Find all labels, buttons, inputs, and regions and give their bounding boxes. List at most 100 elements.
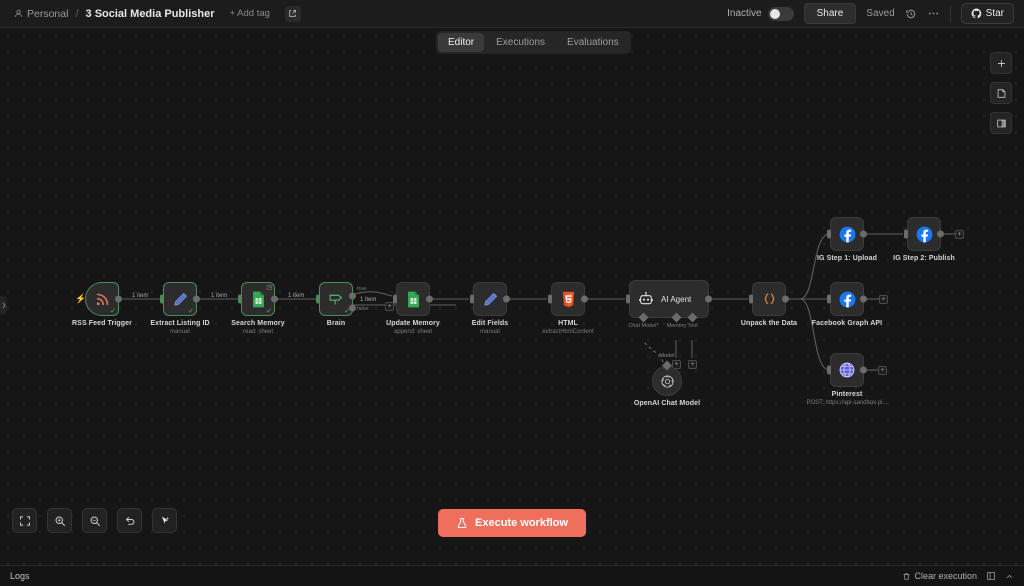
workspace-label: Personal bbox=[27, 7, 69, 20]
workflow-active-toggle[interactable] bbox=[767, 6, 794, 21]
more-options-button[interactable] bbox=[927, 7, 940, 20]
input-port[interactable] bbox=[827, 229, 831, 239]
node-ai-agent[interactable]: AI Agent Chat Model* Memory Tool bbox=[626, 280, 712, 329]
add-sticky-note-button[interactable] bbox=[990, 82, 1012, 104]
agent-endpoint-chat-model[interactable]: Chat Model* bbox=[628, 312, 659, 329]
output-port[interactable] bbox=[271, 295, 278, 303]
agent-endpoint-memory[interactable]: Memory bbox=[667, 312, 686, 329]
node-rss-feed-trigger[interactable]: ⚡ ✓ RSS Feed Trigger bbox=[72, 282, 132, 327]
node-html[interactable]: HTML extractHtmlContent bbox=[542, 282, 594, 335]
node-subtitle: manual bbox=[170, 329, 190, 335]
node-body[interactable]: ✓ bbox=[160, 282, 200, 316]
workflow-title[interactable]: 3 Social Media Publisher bbox=[85, 7, 215, 20]
chat-model-port[interactable] bbox=[638, 312, 649, 323]
tool-port[interactable] bbox=[687, 312, 698, 323]
pin-data-icon[interactable]: ◳ bbox=[266, 285, 272, 291]
active-toggle-group[interactable]: Inactive bbox=[727, 6, 794, 21]
output-port-false[interactable] bbox=[349, 304, 356, 312]
external-link-button[interactable] bbox=[284, 5, 301, 22]
input-port[interactable] bbox=[827, 294, 831, 304]
input-port[interactable] bbox=[393, 294, 397, 304]
history-button[interactable] bbox=[905, 8, 917, 20]
workflow-canvas[interactable]: 1 item 1 item 1 item 1 item true false ⚡… bbox=[0, 28, 1024, 565]
node-extract-listing-id[interactable]: ✓ Extract Listing ID manual bbox=[150, 282, 210, 335]
share-button[interactable]: Share bbox=[803, 3, 857, 24]
input-port[interactable] bbox=[470, 294, 474, 304]
input-port[interactable] bbox=[238, 294, 242, 304]
output-port[interactable] bbox=[115, 295, 122, 303]
input-port[interactable] bbox=[749, 294, 753, 304]
output-port[interactable] bbox=[705, 295, 712, 303]
left-panel-handle[interactable] bbox=[0, 296, 7, 314]
output-port[interactable] bbox=[193, 295, 200, 303]
node-body[interactable] bbox=[827, 282, 867, 316]
reset-zoom-button[interactable] bbox=[117, 508, 142, 533]
tidy-up-button[interactable] bbox=[152, 508, 177, 533]
output-port[interactable] bbox=[503, 295, 510, 303]
edit-pencil-icon bbox=[483, 292, 497, 306]
input-port[interactable] bbox=[827, 365, 831, 375]
add-node-button[interactable] bbox=[990, 52, 1012, 74]
tab-editor[interactable]: Editor bbox=[438, 33, 485, 52]
model-port[interactable] bbox=[662, 360, 672, 371]
input-port[interactable] bbox=[626, 294, 630, 304]
input-port[interactable] bbox=[316, 294, 320, 304]
output-port[interactable] bbox=[937, 230, 944, 238]
output-port[interactable] bbox=[860, 295, 867, 303]
node-body[interactable]: ✓ bbox=[316, 282, 356, 316]
add-tool-stub[interactable]: + bbox=[688, 360, 697, 369]
node-update-memory[interactable]: Update Memory append: sheet bbox=[386, 282, 440, 335]
output-port[interactable] bbox=[426, 295, 433, 303]
node-body[interactable] bbox=[749, 282, 789, 316]
node-unpack-the-data[interactable]: Unpack the Data bbox=[741, 282, 797, 327]
node-body[interactable]: AI Agent Chat Model* Memory Tool bbox=[626, 280, 712, 329]
node-body[interactable] bbox=[470, 282, 510, 316]
add-node-stub-ig[interactable]: + bbox=[955, 230, 964, 239]
node-facebook-graph-api[interactable]: Facebook Graph API bbox=[812, 282, 882, 327]
toggle-panel-button[interactable] bbox=[990, 112, 1012, 134]
output-port[interactable] bbox=[860, 366, 867, 374]
zoom-out-button[interactable] bbox=[82, 508, 107, 533]
fit-view-button[interactable] bbox=[12, 508, 37, 533]
node-body[interactable] bbox=[827, 353, 867, 387]
node-ig-step-2-publish[interactable]: IG Step 2: Publish bbox=[893, 217, 955, 262]
clear-execution-button[interactable]: Clear execution bbox=[902, 571, 977, 581]
node-ig-step-1-upload[interactable]: IG Step 1: Upload bbox=[817, 217, 877, 262]
node-edit-fields[interactable]: Edit Fields manual bbox=[470, 282, 510, 335]
agent-endpoint-tool[interactable]: Tool bbox=[687, 312, 698, 329]
workspace-link[interactable]: Personal bbox=[14, 8, 68, 20]
zoom-in-button[interactable] bbox=[47, 508, 72, 533]
output-port[interactable] bbox=[860, 230, 867, 238]
tab-evaluations[interactable]: Evaluations bbox=[567, 37, 619, 48]
node-body[interactable] bbox=[548, 282, 588, 316]
node-body[interactable]: ⚡ ✓ bbox=[75, 282, 122, 316]
output-port-true[interactable] bbox=[349, 292, 356, 300]
node-openai-chat-model[interactable]: Model OpenAI Chat Model bbox=[634, 353, 700, 407]
input-port[interactable] bbox=[548, 294, 552, 304]
connection-label: 1 item bbox=[211, 293, 228, 299]
node-body[interactable] bbox=[393, 282, 433, 316]
input-port[interactable] bbox=[160, 294, 164, 304]
logs-label[interactable]: Logs bbox=[10, 571, 30, 581]
node-pinterest[interactable]: Pinterest POST: https://api-sandbox.pi..… bbox=[806, 353, 888, 406]
node-body[interactable] bbox=[827, 217, 867, 251]
output-port[interactable] bbox=[581, 295, 588, 303]
logs-panel-button[interactable] bbox=[986, 571, 996, 581]
logs-collapse-button[interactable] bbox=[1005, 572, 1014, 581]
add-node-stub-fb[interactable]: + bbox=[879, 295, 888, 304]
node-body[interactable] bbox=[904, 217, 944, 251]
node-brain[interactable]: ✓ Brain bbox=[316, 282, 356, 327]
add-tag-button[interactable]: + Add tag bbox=[229, 8, 270, 19]
node-body[interactable]: ◳ ✓ bbox=[238, 282, 278, 316]
memory-port[interactable] bbox=[671, 312, 682, 323]
tab-executions[interactable]: Executions bbox=[496, 37, 546, 48]
node-search-memory[interactable]: ◳ ✓ Search Memory read: sheet bbox=[231, 282, 285, 335]
connection-lines bbox=[121, 233, 955, 371]
node-body[interactable]: Model bbox=[652, 353, 682, 396]
output-port[interactable] bbox=[782, 295, 789, 303]
execute-workflow-button[interactable]: Execute workflow bbox=[438, 509, 586, 537]
github-star-button[interactable]: Star bbox=[960, 3, 1014, 24]
input-port[interactable] bbox=[904, 229, 908, 239]
add-node-stub-false[interactable]: + bbox=[385, 302, 394, 311]
add-node-stub-pinterest[interactable]: + bbox=[878, 366, 887, 375]
